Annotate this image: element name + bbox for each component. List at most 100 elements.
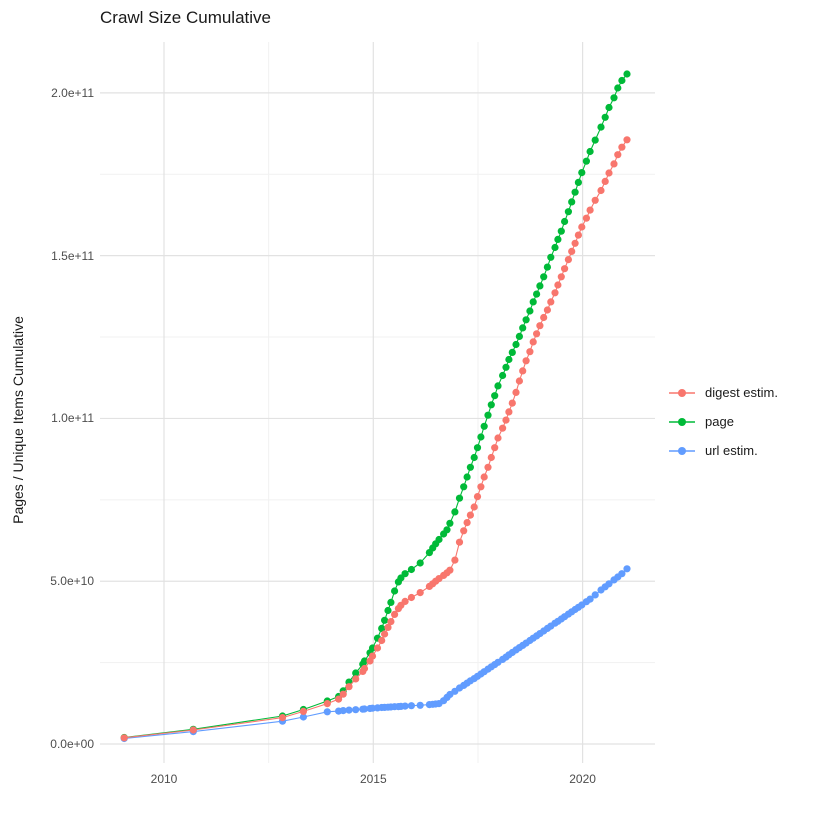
data-point-digest-estim: [391, 610, 399, 619]
data-point-digest-estim: [373, 644, 382, 652]
data-point-url-estim: [591, 591, 599, 599]
data-point-page: [533, 290, 541, 298]
data-point-digest-estim: [601, 177, 609, 185]
data-point-page: [591, 136, 599, 144]
data-point-digest-estim: [578, 223, 586, 231]
chart-title: Crawl Size Cumulative: [100, 8, 271, 27]
data-point-digest-estim: [494, 434, 502, 442]
data-point-digest-estim: [586, 206, 594, 214]
data-point-digest-estim: [554, 281, 562, 289]
data-point-page: [381, 616, 389, 624]
data-point-page: [407, 565, 415, 574]
data-point-digest-estim: [540, 313, 548, 322]
data-point-page: [484, 411, 492, 419]
data-point-digest-estim: [416, 589, 424, 597]
data-point-digest-estim: [473, 493, 482, 501]
data-point-page: [466, 463, 474, 471]
data-point-digest-estim: [508, 399, 516, 407]
data-point-digest-estim: [557, 273, 565, 281]
legend-label-url-estim: url estim.: [705, 443, 758, 458]
data-point-page: [568, 198, 576, 206]
data-point-page: [610, 94, 618, 102]
data-point-digest-estim: [278, 714, 287, 722]
data-point-page: [623, 70, 631, 78]
data-point-page: [597, 123, 605, 131]
data-point-digest-estim: [543, 306, 552, 314]
data-point-digest-estim: [571, 239, 579, 247]
data-point-digest-estim: [470, 503, 478, 511]
data-point-url-estim: [323, 708, 331, 716]
data-point-page: [494, 382, 502, 390]
legend-item-page: page: [668, 407, 778, 436]
legend-label-page: page: [705, 414, 734, 429]
data-point-digest-estim: [323, 700, 331, 708]
data-point-url-estim: [299, 713, 307, 721]
data-point-digest-estim: [591, 196, 599, 204]
data-point-digest-estim: [401, 597, 409, 606]
data-point-page: [536, 282, 544, 290]
data-point-page: [601, 113, 609, 121]
data-point-page: [443, 526, 451, 534]
x-tick-label: 2015: [359, 772, 387, 786]
data-point-url-estim: [407, 702, 415, 710]
data-point-page: [460, 483, 468, 491]
data-point-digest-estim: [463, 519, 471, 527]
url-estim-key-icon: [669, 446, 695, 455]
data-point-digest-estim: [387, 618, 395, 626]
legend: digest estim. page url estim.: [668, 378, 778, 465]
data-point-page: [387, 598, 395, 607]
y-tick-label: 1.5e+11: [51, 248, 94, 263]
data-point-page: [582, 157, 591, 165]
data-point-digest-estim: [515, 377, 524, 385]
data-point-page: [368, 644, 377, 652]
data-point-page: [574, 178, 583, 186]
data-point-page: [446, 519, 454, 527]
data-point-page: [360, 657, 369, 665]
data-point-digest-estim: [526, 348, 534, 356]
data-point-page: [491, 392, 499, 400]
data-point-page: [561, 217, 569, 226]
data-point-page: [515, 332, 524, 340]
series-line-url-estim: [124, 568, 628, 740]
data-point-digest-estim: [352, 675, 360, 683]
data-point-digest-estim: [614, 151, 622, 159]
data-point-digest-estim: [574, 231, 583, 239]
data-point-page: [578, 169, 586, 177]
data-point-digest-estim: [568, 247, 576, 255]
y-tick-label: 2.0e+11: [51, 85, 94, 100]
data-point-digest-estim: [477, 483, 485, 491]
data-point-digest-estim: [499, 424, 507, 432]
data-point-page: [564, 208, 573, 216]
legend-label-digest-estim: digest estim.: [705, 385, 778, 400]
data-point-digest-estim: [610, 160, 618, 168]
data-point-digest-estim: [460, 527, 468, 535]
legend-item-digest-estim: digest estim.: [668, 378, 778, 407]
data-point-url-estim: [360, 705, 369, 713]
data-point-url-estim: [416, 701, 424, 709]
data-point-digest-estim: [512, 388, 520, 396]
data-point-digest-estim: [345, 683, 353, 691]
data-point-page: [487, 401, 495, 409]
data-point-url-estim: [339, 707, 347, 715]
data-point-page: [618, 76, 626, 85]
data-point-url-estim: [618, 570, 626, 578]
data-point-digest-estim: [623, 136, 631, 144]
data-point-page: [352, 669, 360, 677]
data-point-digest-estim: [480, 473, 488, 481]
data-point-page: [391, 587, 399, 595]
data-point-url-estim: [586, 595, 594, 603]
data-point-digest-estim: [446, 566, 454, 574]
data-point-page: [502, 363, 510, 371]
data-point-digest-estim: [484, 463, 492, 471]
data-point-digest-estim: [561, 265, 569, 273]
data-point-page: [384, 606, 392, 615]
data-point-page: [477, 433, 485, 441]
data-point-digest-estim: [368, 652, 377, 660]
data-point-page: [614, 84, 622, 92]
data-point-page: [512, 340, 520, 349]
y-tick-label: 0.0e+00: [50, 737, 94, 751]
data-point-page: [571, 188, 579, 196]
data-point-page: [505, 355, 513, 364]
data-point-digest-estim: [491, 444, 499, 452]
